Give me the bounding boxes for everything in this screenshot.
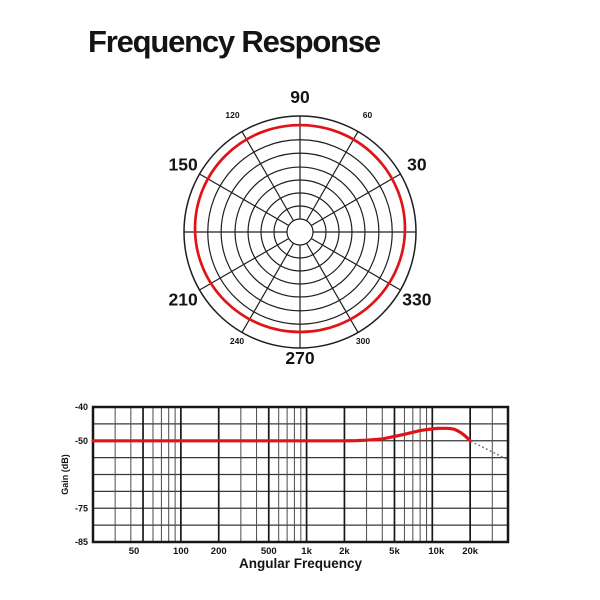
x-axis-title: Angular Frequency [239,556,363,571]
polar-grid-spoke [199,173,290,227]
x-tick-label: 10k [428,546,445,557]
y-tick-label: -75 [75,503,88,513]
frequency-response-chart: 50 100 200 500 1k 2k 5k 10k 20k -40 -50 -75 -85 Gain … [60,402,510,571]
x-tick-label: 500 [261,546,277,557]
polar-angle-label: 30 [407,155,427,175]
polar-grid-spoke [241,131,295,222]
polar-response-trace [193,123,407,334]
x-tick-label: 5k [389,546,400,557]
y-tick-label: -50 [75,436,88,446]
polar-angle-label: 90 [290,87,310,107]
response-curve-extrapolated [470,440,509,461]
y-tick-label: -85 [75,537,88,547]
polar-grid-spoke [199,237,290,291]
polar-angle-label: 210 [168,290,197,310]
x-tick-label: 1k [301,546,312,557]
polar-angle-label: 270 [285,348,314,368]
polar-angle-label: 150 [168,155,197,175]
y-axis-title: Gain (dB) [60,454,70,495]
polar-grid-ring [286,218,314,246]
polar-grid-spoke [305,131,359,222]
polar-angle-label: 60 [363,110,373,120]
y-tick-label: -40 [75,402,88,412]
polar-angle-label: 300 [356,336,370,346]
x-tick-label: 200 [211,546,227,557]
page-title: Frequency Response [88,24,381,59]
response-curve [91,426,472,443]
x-tick-label: 2k [339,546,350,557]
x-tick-label: 50 [129,546,140,557]
x-tick-label: 100 [173,546,189,557]
polar-grid-spoke [305,242,359,333]
polar-grid-spoke [241,242,295,333]
polar-angle-label: 240 [230,336,244,346]
polar-angle-label: 120 [225,110,239,120]
polar-pattern-chart: 30 60 90 120 150 210 240 270 300 330 [168,87,431,368]
polar-angle-label: 330 [402,290,431,310]
polar-grid-spoke [310,173,401,227]
x-tick-label: 20k [462,546,479,557]
polar-grid-spoke [310,237,401,291]
plot-border [91,405,510,544]
